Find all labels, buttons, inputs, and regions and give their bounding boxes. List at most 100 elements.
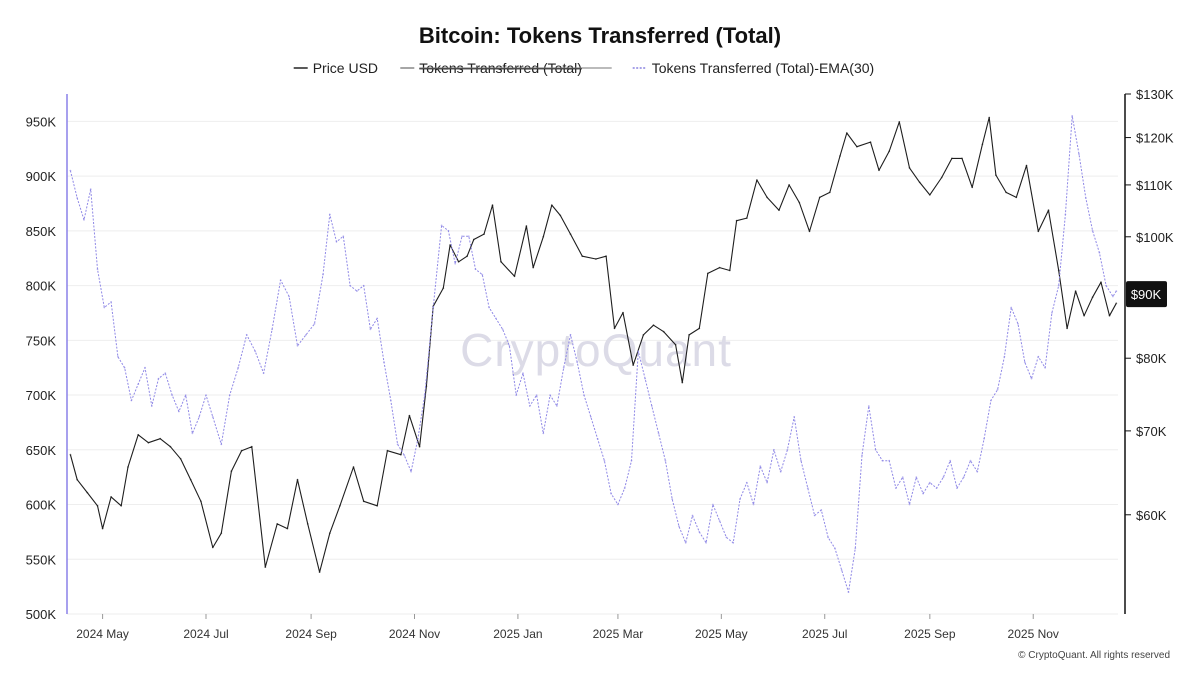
ema-point	[630, 459, 633, 462]
y-right-tick-label: $70K	[1136, 424, 1167, 439]
price-point	[318, 571, 321, 573]
y-left-tick-label: 850K	[26, 224, 57, 239]
ema-point	[488, 306, 490, 309]
price-point	[296, 478, 299, 481]
ema-point	[603, 459, 606, 462]
ema-line	[69, 115, 1117, 593]
ema-point	[793, 416, 796, 418]
ema-point	[417, 437, 419, 440]
ema-point	[447, 229, 450, 232]
y-left-tick-label: 650K	[26, 443, 57, 458]
price-point	[869, 141, 872, 144]
tokens-transferred-ema-series	[69, 115, 1118, 593]
ema-point	[847, 591, 850, 593]
price-point	[211, 546, 214, 549]
price-point	[878, 169, 880, 172]
price-point	[898, 121, 901, 123]
ema-point	[110, 301, 112, 303]
price-point	[961, 157, 963, 160]
ema-point	[1071, 115, 1074, 117]
ema-point	[596, 437, 599, 440]
ema-point	[589, 416, 592, 418]
ema-point	[712, 503, 714, 506]
ema-point	[474, 268, 477, 271]
ema-point	[1057, 284, 1060, 287]
ema-point	[423, 394, 426, 396]
price-point	[179, 457, 182, 460]
ema-point	[83, 219, 85, 221]
price-point	[839, 155, 841, 157]
price-point	[652, 324, 655, 327]
ema-point	[691, 514, 694, 517]
price-point	[86, 491, 89, 494]
ema-point	[396, 443, 399, 446]
price-point	[101, 527, 104, 530]
price-point	[681, 381, 684, 384]
ema-point	[164, 372, 167, 375]
price-point	[788, 184, 790, 186]
ema-point	[556, 405, 558, 407]
ema-point	[867, 405, 870, 407]
price-point	[1066, 327, 1068, 330]
price-point	[888, 150, 891, 153]
ema-point	[237, 366, 240, 369]
legend-item[interactable]: Tokens Transferred (Total)-EMA(30)	[632, 60, 875, 76]
y-right-tick-label: $80K	[1136, 351, 1167, 366]
ema-point	[1010, 306, 1013, 309]
y-left-tick-label: 700K	[26, 388, 57, 403]
watermark: CryptoQuant	[460, 324, 732, 376]
ema-point	[403, 454, 406, 457]
legend-item[interactable]: Price USD	[293, 60, 378, 76]
legend-item[interactable]: Tokens Transferred (Total)	[400, 60, 612, 76]
price-point	[662, 330, 665, 333]
ema-point	[184, 394, 187, 396]
price-point	[76, 478, 79, 481]
ema-point	[1091, 229, 1094, 232]
ema-point	[1003, 355, 1006, 358]
y-left-tick-label: 950K	[26, 114, 57, 129]
price-point	[127, 466, 129, 468]
current-price-label: $90K	[1131, 287, 1162, 302]
ema-point	[549, 394, 551, 396]
ema-point	[806, 487, 809, 489]
price-point	[483, 233, 485, 236]
ema-point	[171, 394, 174, 396]
price-point	[513, 275, 516, 278]
price-point	[376, 504, 379, 507]
ema-point	[569, 333, 572, 336]
price-point	[169, 445, 172, 448]
x-tick-label: 2025 Sep	[904, 627, 956, 641]
price-point	[1015, 196, 1018, 199]
ema-point	[262, 372, 265, 375]
ema-point	[322, 273, 324, 276]
ema-point	[157, 377, 160, 380]
ema-point	[220, 443, 223, 446]
y-left-tick-label: 750K	[26, 333, 57, 348]
ema-point	[245, 333, 248, 336]
ema-point	[739, 498, 741, 500]
price-point	[845, 132, 848, 134]
ema-point	[305, 333, 307, 336]
ema-point	[1017, 323, 1019, 325]
ema-point	[766, 481, 768, 484]
ema-point	[644, 377, 646, 380]
ema-point	[901, 476, 904, 479]
ema-point	[1112, 295, 1114, 298]
price-point	[718, 266, 721, 269]
ema-point	[440, 224, 443, 227]
ema-point	[678, 525, 680, 528]
price-point	[120, 504, 123, 507]
ema-point	[89, 188, 92, 191]
ema-point	[362, 284, 365, 287]
x-tick-label: 2024 Jul	[183, 627, 228, 641]
ema-point	[759, 465, 762, 468]
ema-point	[481, 273, 484, 276]
price-point	[918, 181, 921, 184]
price-point	[442, 287, 445, 289]
ema-point	[1051, 312, 1053, 314]
price-point	[706, 272, 709, 275]
y-right-tick-label: $110K	[1136, 178, 1173, 193]
price-point	[137, 433, 140, 436]
ema-point	[834, 547, 836, 550]
